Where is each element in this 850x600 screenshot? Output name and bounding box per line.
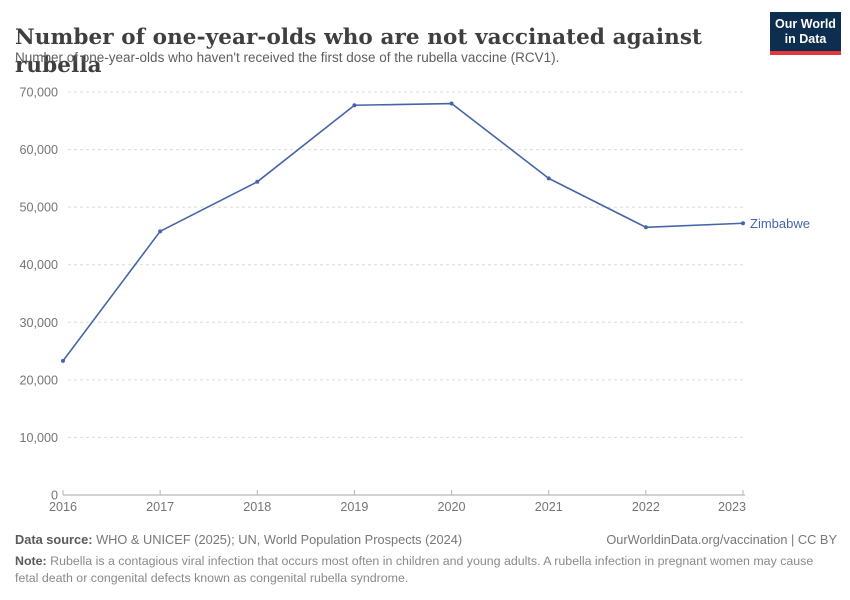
series-end-label[interactable]: Zimbabwe xyxy=(750,216,810,231)
page-title: Number of one-year-olds who are not vacc… xyxy=(15,25,703,79)
y-tick-label: 70,000 xyxy=(19,86,58,100)
data-source-line: Data source: WHO & UNICEF (2025); UN, Wo… xyxy=(15,531,462,548)
y-tick-label: 30,000 xyxy=(19,316,58,330)
data-point[interactable] xyxy=(546,176,551,181)
x-tick-label: 2017 xyxy=(146,500,174,514)
line-chart-canvas: 0 10,000 20,000 30,000 40,000 50,000 60,000 70,… xyxy=(19,86,810,515)
y-tick-label: 20,000 xyxy=(19,373,58,387)
x-tick-label: 2022 xyxy=(632,500,660,514)
note-text: Rubella is a contagious viral infection … xyxy=(15,554,814,585)
y-tick-label: 0 xyxy=(51,489,58,503)
note-label: Note: xyxy=(15,554,47,568)
data-source-label: Data source: xyxy=(15,532,93,547)
data-point[interactable] xyxy=(352,103,357,108)
data-point[interactable] xyxy=(449,101,454,106)
y-tick-label: 10,000 xyxy=(19,431,58,445)
logo-accent-bar xyxy=(770,51,841,55)
y-tick-label: 40,000 xyxy=(19,258,58,272)
chart-subtitle: Number of one-year-olds who haven't rece… xyxy=(15,50,560,65)
data-source-text: WHO & UNICEF (2025); UN, World Populatio… xyxy=(92,532,463,547)
x-tick-label: 2018 xyxy=(243,500,271,514)
x-tick-label: 2019 xyxy=(340,500,368,514)
x-tick-label: 2021 xyxy=(535,500,563,514)
owid-logo[interactable]: Our World in Data xyxy=(770,12,841,55)
logo-line-1: Our World xyxy=(775,17,836,31)
footer-note: Note: Rubella is a contagious viral infe… xyxy=(15,553,827,586)
chart-footer: Data source: WHO & UNICEF (2025); UN, Wo… xyxy=(15,531,837,586)
data-point[interactable] xyxy=(741,221,745,226)
y-tick-label: 60,000 xyxy=(19,143,58,157)
data-point[interactable] xyxy=(643,225,648,230)
data-point[interactable] xyxy=(158,229,163,234)
data-point[interactable] xyxy=(255,179,260,184)
x-tick-label: 2020 xyxy=(438,500,466,514)
y-tick-label: 50,000 xyxy=(19,201,58,215)
license-link[interactable]: OurWorldinData.org/vaccination | CC BY xyxy=(606,532,837,547)
series-line[interactable] xyxy=(62,102,744,362)
logo-line-2: in Data xyxy=(784,32,827,46)
x-tick-label: 2016 xyxy=(49,500,77,514)
x-tick-label: 2023 xyxy=(718,500,746,514)
data-point[interactable] xyxy=(61,358,65,363)
